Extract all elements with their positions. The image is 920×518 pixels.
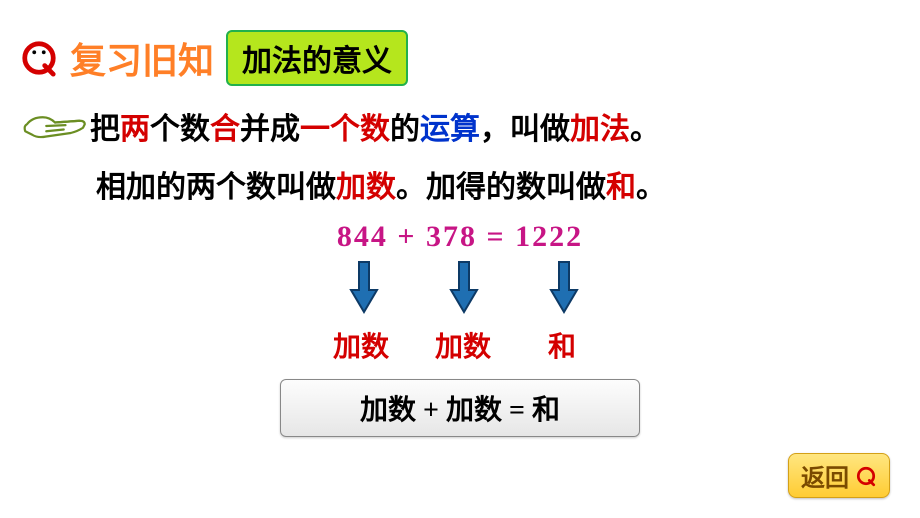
t: 把 [90,113,120,146]
t: 两 [120,113,150,146]
label-addend-2: 加数 [412,325,514,365]
equation: 844 + 378 = 1222 [337,220,583,254]
title-part-2: 旧知 [142,41,214,81]
down-arrow-icon [349,260,379,314]
definition-line-1: 把两个数合并成一个数的运算，叫做加法。 [90,104,660,148]
topic-badge: 加法的意义 [226,30,408,86]
operand-b: 378 [426,220,477,253]
header: 复习旧知 加法的意义 [0,0,920,86]
t: 一个数 [300,113,390,146]
label-sum: 和 [514,325,610,365]
t: 加数 [336,171,396,204]
t: 相加的两个数叫做 [96,171,336,204]
equals-sign: = [477,220,515,253]
definition-line-2: 相加的两个数叫做加数。加得的数叫做和。 [0,162,920,206]
t: 。 [636,171,666,204]
q-mascot-icon [20,39,58,77]
plus-sign: + [388,220,426,253]
t: 个数 [150,113,210,146]
t: 合 [210,113,240,146]
equation-row: 844 + 378 = 1222 [0,220,920,254]
return-label: 返回 [801,458,849,493]
pointing-hand-icon [20,106,90,146]
result: 1222 [515,220,583,253]
down-arrow-icon [449,260,479,314]
t: 的 [390,113,420,146]
t: 运算 [420,113,480,146]
t: ，叫做 [480,113,570,146]
down-arrow-icon [549,260,579,314]
label-addend-1: 加数 [310,325,412,365]
arrows-row [0,260,920,319]
operand-a: 844 [337,220,388,253]
t: 并成 [240,113,300,146]
term-labels-row: 加数 加数 和 [0,325,920,365]
t: 。加得的数叫做 [396,171,606,204]
title-part-1: 复习 [70,41,142,81]
q-small-icon [855,465,877,487]
t: 和 [606,171,636,204]
t: 加法 [570,113,630,146]
return-button[interactable]: 返回 [788,453,890,498]
t: 。 [630,113,660,146]
section-title: 复习旧知 [70,32,214,84]
definition-line-1-row: 把两个数合并成一个数的运算，叫做加法。 [0,104,920,148]
formula-box: 加数 + 加数 = 和 [280,379,640,437]
